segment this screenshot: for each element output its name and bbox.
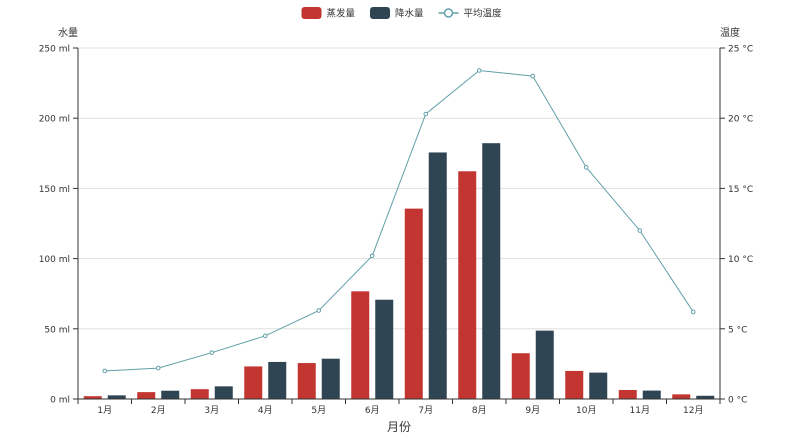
y-left-tick-label: 250 ml [39, 45, 70, 55]
bar [458, 171, 477, 399]
x-tick-label: 2月 [151, 405, 166, 416]
line-point [530, 73, 536, 79]
bar [511, 353, 530, 399]
legend[interactable]: 蒸发量 降水量 平均温度 [301, 7, 503, 20]
bar [672, 394, 691, 399]
line-point [690, 309, 696, 315]
y-right-tick-label: 25 °C [728, 45, 753, 55]
y-left-tick-label: 50 ml [44, 325, 70, 335]
legend-label: 平均温度 [464, 8, 503, 20]
axes: 0 ml 0 °C 50 ml 5 °C 100 ml 10 °C 150 ml 15 °C 2… [39, 45, 753, 417]
bar [696, 395, 715, 399]
legend-swatch [370, 7, 390, 19]
x-tick-label: 8月 [472, 405, 487, 416]
bar [161, 390, 180, 399]
bar [137, 392, 156, 399]
x-tick-label: 10月 [576, 405, 596, 416]
gridlines [78, 47, 720, 330]
bar [321, 358, 340, 399]
bar [428, 152, 447, 399]
legend-label: 降水量 [395, 8, 424, 20]
bar [83, 396, 102, 399]
bar [565, 370, 584, 399]
x-tick-label: 3月 [204, 405, 219, 416]
x-tick-label: 6月 [365, 405, 380, 416]
y-right-axis-label: 温度 [720, 26, 740, 39]
x-tick-label: 1月 [97, 405, 112, 416]
legend-item[interactable]: 蒸发量 [301, 7, 356, 20]
bar [482, 143, 501, 399]
y-left-tick-label: 0 ml [50, 396, 70, 406]
legend-item[interactable]: 降水量 [370, 7, 424, 20]
x-tick-label: 11月 [630, 405, 650, 416]
bar [214, 386, 233, 399]
line-point [369, 253, 375, 259]
bar [190, 389, 209, 399]
y-right-tick-label: 20 °C [728, 115, 753, 125]
x-tick-label: 5月 [311, 405, 326, 416]
bar [375, 299, 394, 399]
bar [268, 361, 287, 399]
line-path [104, 69, 694, 372]
x-tick-label: 9月 [525, 405, 540, 416]
y-left-tick-label: 150 ml [39, 185, 70, 195]
line-point [155, 365, 161, 371]
bars [83, 143, 715, 399]
x-tick-label: 12月 [683, 405, 703, 416]
legend-label: 蒸发量 [327, 8, 356, 20]
x-tick-label: 7月 [418, 405, 433, 416]
legend-item[interactable]: 平均温度 [438, 8, 503, 20]
line-point [262, 333, 268, 339]
x-tick-label: 4月 [258, 405, 273, 416]
y-left-tick-label: 100 ml [39, 255, 70, 265]
line-point [316, 308, 322, 313]
y-left-tick-label: 200 ml [39, 115, 70, 125]
legend-swatch [301, 7, 322, 19]
line-point [102, 368, 108, 374]
x-axis-label: 月份 [387, 420, 411, 434]
y-right-tick-label: 5 °C [728, 325, 747, 335]
line-point [209, 350, 215, 355]
bar [589, 372, 608, 399]
line-series [102, 68, 696, 374]
bar [351, 291, 370, 399]
bar [297, 363, 316, 399]
bar [535, 330, 554, 399]
line-point [583, 165, 589, 170]
y-right-tick-label: 15 °C [728, 185, 753, 195]
line-point [476, 68, 482, 73]
bar [107, 395, 126, 399]
y-right-tick-label: 10 °C [728, 255, 753, 265]
line-point [423, 111, 429, 117]
line-point [637, 228, 643, 233]
y-left-axis-label: 水量 [58, 27, 78, 39]
bar [642, 390, 661, 399]
legend-marker [443, 8, 454, 18]
bar [404, 208, 423, 399]
bar [244, 366, 263, 399]
y-right-tick-label: 0 °C [728, 396, 747, 406]
bar [618, 390, 637, 399]
